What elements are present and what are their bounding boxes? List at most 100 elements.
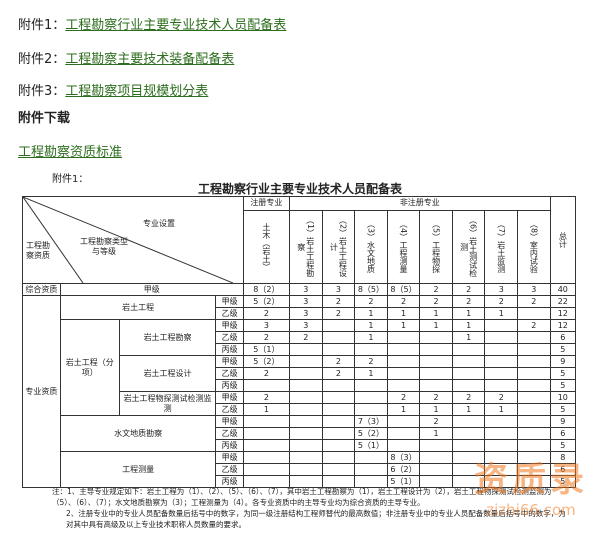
value-cell: 2	[451, 283, 486, 296]
grade-cell: 丙级	[215, 379, 244, 392]
value-cell: 2	[242, 391, 291, 404]
diagonal-lines	[23, 197, 233, 283]
value-cell: 3	[321, 283, 356, 296]
grade-cell: 丙级	[215, 439, 244, 452]
grade-cell: 甲级	[215, 415, 244, 428]
row-label: 综合资质	[22, 283, 61, 296]
empty-cell	[242, 463, 291, 476]
column-header-text: （7）岩土监测	[496, 220, 506, 274]
value-cell: 1	[451, 307, 486, 320]
header-cell: 非注册专业	[289, 196, 551, 211]
row-label: 岩土工程（分项）	[59, 319, 120, 416]
value-cell: 2	[354, 295, 388, 308]
value-cell: 1	[419, 427, 453, 440]
row: 专业资质 岩土工程 甲级 5（2） 3 2 2 2 2 2 2 2 22	[22, 295, 577, 488]
empty-cell	[517, 391, 551, 404]
value-cell: 2	[242, 367, 291, 380]
total-cell: 5	[549, 379, 577, 392]
header-cell: 总计	[549, 196, 577, 284]
grade-cell: 甲级	[215, 391, 244, 404]
empty-cell	[386, 355, 421, 368]
caption: 附件1：	[52, 174, 89, 185]
row-label: 工程测量	[59, 451, 217, 488]
link[interactable]: 工程勘察资质标准	[18, 145, 123, 160]
empty-cell	[517, 415, 551, 428]
diagonal-header: 专业设置 工程勘察资质 工程勘察类型与等级	[22, 196, 244, 284]
prefix: 附件3：	[18, 84, 66, 99]
diagonal-box: 专业设置 工程勘察资质 工程勘察类型与等级	[23, 197, 243, 283]
total-cell: 5	[549, 475, 577, 488]
diagonal	[23, 197, 233, 283]
empty-cell	[484, 343, 519, 356]
empty-cell	[321, 451, 356, 464]
prefix: 附件2：	[18, 52, 66, 67]
empty-cell	[419, 463, 453, 476]
column-header: （6）岩土测试检测	[451, 209, 486, 285]
empty-cell	[321, 319, 356, 332]
grade-cell: 丙级	[215, 475, 244, 488]
note: 2、注册专业中的专业人员配备数量后括号中的数字，为同一级注册结构工程师替代的最高…	[66, 509, 566, 529]
row: 水文地质勘察 甲级 7（3） 2 9	[23, 415, 577, 452]
link[interactable]: 工程勘察主要技术装备配备表	[65, 52, 235, 67]
empty-cell	[517, 331, 551, 344]
column-header: （8）室内试验	[517, 209, 551, 285]
value-cell: 3	[289, 283, 323, 296]
value-cell: 5（1）	[242, 343, 291, 356]
note: 注：1、主导专业规定如下：岩土工程为（1）、（2）、（5）、（6）、（7），其中…	[52, 487, 552, 507]
total-cell: 6	[549, 331, 577, 344]
value-cell: 2	[321, 355, 356, 368]
value-cell: 2	[484, 295, 519, 308]
total-cell: 10	[549, 391, 577, 404]
empty-cell	[484, 367, 519, 380]
notes: 注：1、主导专业规定如下：岩土工程为（1）、（2）、（5）、（6）、（7），其中…	[52, 486, 572, 530]
value-cell: 2	[484, 391, 519, 404]
value-cell: 2	[354, 355, 388, 368]
value-cell: 2	[451, 391, 486, 404]
watermark: 资质录 zizhi66.com	[474, 452, 588, 519]
empty-cell	[354, 463, 388, 476]
link[interactable]: 工程勘察项目规模划分表	[65, 84, 209, 99]
value-cell: 1	[242, 403, 291, 416]
value-cell: 2	[321, 367, 356, 380]
empty-cell	[354, 403, 388, 416]
empty-cell	[321, 415, 356, 428]
empty-cell	[419, 379, 453, 392]
value-cell: 8（3）	[386, 451, 421, 464]
column-header-text: （6）岩土测试检测	[459, 216, 478, 278]
grade-cell: 乙级	[215, 331, 244, 344]
value-cell: 2	[419, 415, 453, 428]
value-cell: 1	[386, 319, 421, 332]
empty-cell	[484, 355, 519, 368]
total-cell: 12	[549, 319, 577, 332]
empty-cell	[484, 331, 519, 344]
value-cell: 8（2）	[242, 283, 291, 296]
grade-cell: 乙级	[215, 463, 244, 476]
value-cell: 1	[354, 367, 388, 380]
row: 乙级 2 2 1 1 6	[23, 331, 577, 344]
empty-cell	[451, 355, 486, 368]
empty-cell	[451, 343, 486, 356]
column-header-text: （3）水文地质	[366, 220, 376, 274]
header-row: 土木（岩土） （1）岩土工程勘察 （2）岩土工程设计 （3）水文地质 （4）工程测量 （5…	[23, 209, 576, 285]
link[interactable]: 工程勘察行业主要专业技术人员配备表	[65, 18, 287, 33]
grade-cell: 乙级	[215, 307, 244, 320]
empty-cell	[451, 367, 486, 380]
empty-cell	[289, 391, 323, 404]
value-cell: 1	[484, 403, 519, 416]
value-cell: 1	[484, 307, 519, 320]
empty-cell	[321, 475, 356, 488]
total-cell: 5	[549, 403, 577, 416]
value-cell: 5（2）	[242, 295, 291, 308]
grade-cell: 乙级	[215, 367, 244, 380]
empty-cell	[517, 379, 551, 392]
empty-cell	[451, 427, 486, 440]
value-cell: 5（2）	[242, 355, 291, 368]
prefix: 附件1：	[18, 18, 66, 33]
empty-cell	[451, 439, 486, 452]
row: 综合资质 甲级 8（2） 3 3 8（5） 8（5） 2 2 3 3 40	[22, 283, 577, 296]
row-label: 岩土工程勘察	[118, 319, 217, 356]
empty-cell	[321, 343, 356, 356]
total-cell: 9	[549, 355, 577, 368]
value-cell: 3	[289, 307, 323, 320]
